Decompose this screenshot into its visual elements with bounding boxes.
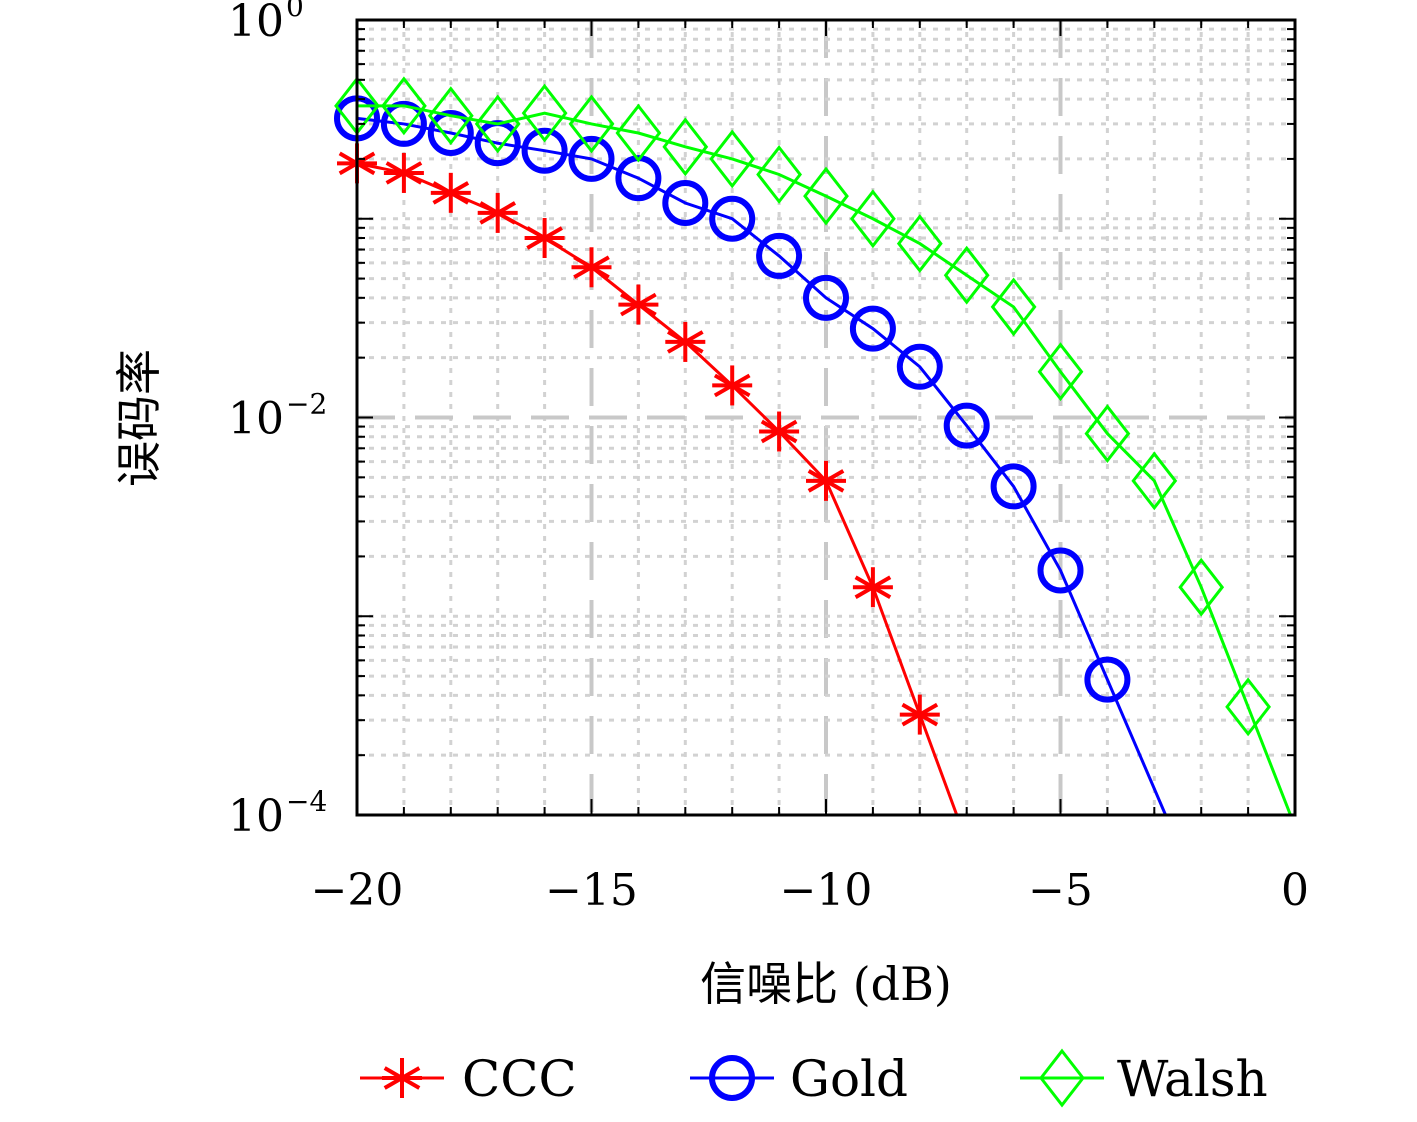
- y-axis-title: 误码率: [112, 349, 166, 487]
- series-layer: [334, 76, 1292, 816]
- data-point: [1084, 404, 1131, 464]
- data-point: [756, 145, 803, 204]
- data-point: [712, 365, 753, 406]
- x-tick-label: −5: [1028, 865, 1093, 916]
- data-point: [427, 110, 474, 157]
- data-point: [1178, 557, 1225, 617]
- data-point: [1084, 656, 1131, 703]
- data-point: [990, 463, 1037, 510]
- data-point: [380, 100, 427, 147]
- x-tick-label: −10: [780, 865, 873, 916]
- data-point: [709, 129, 756, 189]
- x-axis-title: 信噪比 (dB): [700, 957, 952, 1011]
- series-walsh: [334, 76, 1292, 816]
- data-point: [896, 214, 943, 274]
- legend-item-gold: Gold: [690, 1050, 908, 1108]
- x-tick-label: 0: [1281, 865, 1309, 916]
- data-point: [427, 86, 474, 146]
- data-point: [759, 411, 800, 452]
- data-point: [662, 117, 709, 177]
- data-point: [1037, 547, 1084, 594]
- data-point: [709, 195, 756, 242]
- series-line: [357, 104, 1292, 816]
- data-point: [380, 76, 427, 136]
- data-point: [568, 94, 615, 154]
- legend-item-walsh: Walsh: [1020, 1048, 1268, 1108]
- legend-marker: [382, 1058, 422, 1098]
- data-point: [803, 274, 849, 321]
- data-point: [665, 321, 706, 362]
- legend-marker: [709, 1055, 755, 1101]
- series-line: [356, 116, 1167, 816]
- series-line: [356, 161, 959, 816]
- data-point: [477, 192, 518, 233]
- data-point: [899, 694, 940, 735]
- data-point: [618, 284, 659, 325]
- data-point: [943, 402, 990, 449]
- series-gold: [334, 95, 1167, 816]
- data-point: [896, 343, 943, 390]
- x-tick-label: −20: [311, 865, 404, 916]
- data-point: [615, 103, 662, 163]
- data-point: [1037, 342, 1084, 402]
- data-point: [662, 180, 709, 227]
- data-point: [1225, 677, 1272, 737]
- series-ccc: [337, 143, 959, 816]
- data-point: [990, 277, 1037, 337]
- legend-label: CCC: [462, 1050, 577, 1108]
- data-point: [524, 218, 565, 259]
- data-point: [521, 127, 568, 174]
- y-tick-exponent: −2: [286, 388, 327, 421]
- legend-label: Walsh: [1117, 1050, 1268, 1108]
- legend-label: Gold: [790, 1050, 908, 1108]
- data-point: [430, 172, 471, 213]
- y-tick-label: 10: [228, 0, 284, 47]
- data-point: [849, 305, 896, 352]
- data-point: [521, 83, 568, 143]
- data-point: [474, 94, 521, 154]
- data-point: [383, 152, 424, 193]
- data-point: [568, 135, 615, 182]
- data-point: [852, 567, 893, 608]
- grid: [357, 20, 1295, 815]
- data-point: [756, 232, 803, 279]
- legend: CCC Gold Walsh: [360, 1048, 1268, 1108]
- legend-marker: [1039, 1048, 1085, 1108]
- data-point: [1131, 451, 1178, 511]
- y-tick-exponent: 0: [286, 0, 304, 23]
- y-tick-exponent: −4: [286, 785, 327, 818]
- y-tick-label: 10: [228, 791, 284, 842]
- y-tick-label: 10: [228, 394, 284, 445]
- data-point: [943, 245, 990, 305]
- data-point: [803, 166, 849, 226]
- data-point: [806, 460, 846, 501]
- data-point: [571, 247, 612, 288]
- legend-item-ccc: CCC: [360, 1050, 577, 1108]
- x-tick-label: −15: [545, 865, 638, 916]
- data-point: [849, 189, 896, 249]
